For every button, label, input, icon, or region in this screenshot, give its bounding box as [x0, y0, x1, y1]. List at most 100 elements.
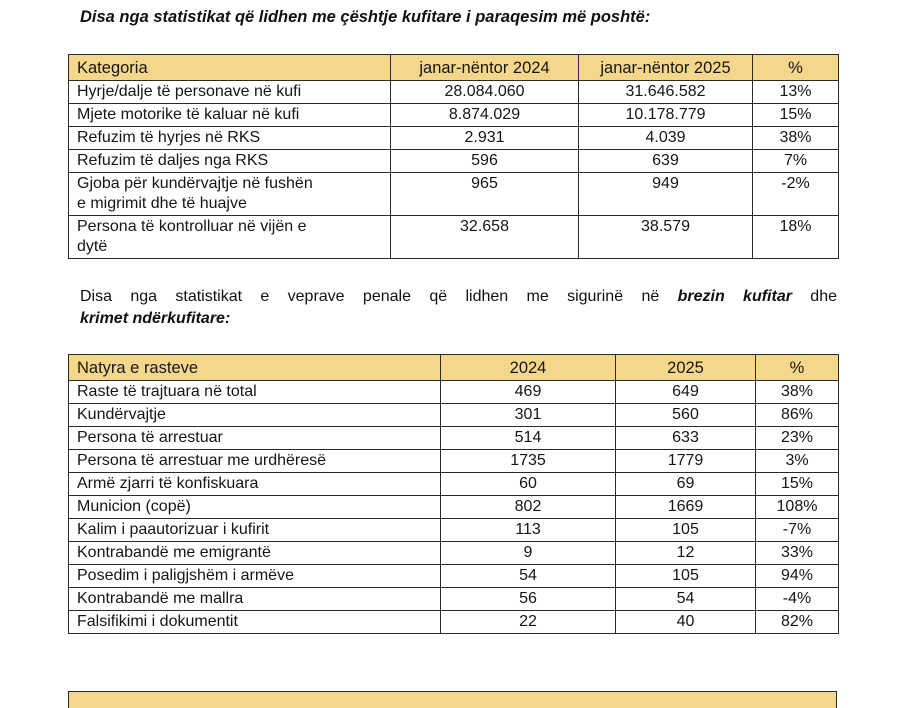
intro2-text-bold-krimet-nderkufitare: krimet ndërkufitare:: [80, 309, 231, 327]
value-cell: 2.931: [390, 126, 579, 150]
value-cell: 105: [615, 564, 756, 588]
table-row: Raste të trajtuara në total 469 649 38%: [68, 380, 839, 404]
category-column-header: Kategoria: [68, 54, 391, 81]
value-cell: -2%: [752, 172, 839, 216]
table-row: Kundërvajtje 301 560 86%: [68, 403, 839, 427]
value-cell: 23%: [755, 426, 839, 450]
category-cell: Refuzim të hyrjes në RKS: [68, 126, 391, 150]
table-row: Persona të arrestuar me urdhëresë 1735 177…: [68, 449, 839, 473]
value-cell: 28.084.060: [390, 80, 579, 104]
table-row: Mjete motorike të kaluar në kufi 8.874.02…: [68, 103, 839, 127]
value-cell: 469: [440, 380, 616, 404]
table-row: Kontrabandë me emigrantë 9 12 33%: [68, 541, 839, 565]
value-cell: 802: [440, 495, 616, 519]
category-cell: Falsifikimi i dokumentit: [68, 610, 441, 634]
value-cell: 301: [440, 403, 616, 427]
value-cell: 596: [390, 149, 579, 173]
value-cell: 38%: [755, 380, 839, 404]
value-cell: 8.874.029: [390, 103, 579, 127]
value-cell: 15%: [755, 472, 839, 496]
category-cell: Kontrabandë me mallra: [68, 587, 441, 611]
header-row: Natyra e rasteve 2024 2025%: [68, 354, 839, 381]
value-cell: 18%: [752, 215, 839, 259]
table-row: Persona të arrestuar 514 633 23%: [68, 426, 839, 450]
table-row: Municion (copë) 802 1669 108%: [68, 495, 839, 519]
header-row: Kategoria janar-nëntor 2024 janar-nëntor 2…: [68, 54, 839, 81]
value-cell: 40: [615, 610, 756, 634]
value-cell: 10.178.779: [578, 103, 753, 127]
table-row: Refuzim të hyrjes në RKS 2.931 4.039 38%: [68, 126, 839, 150]
value-cell: 38.579: [578, 215, 753, 259]
value-cell: 22: [440, 610, 616, 634]
value-cell: 60: [440, 472, 616, 496]
value-cell: 1669: [615, 495, 756, 519]
value-cell: 13%: [752, 80, 839, 104]
category-cell: Armë zjarri të konfiskuara: [68, 472, 441, 496]
value-cell: 1779: [615, 449, 756, 473]
value-cell: 54: [615, 587, 756, 611]
value-cell: 965: [390, 172, 579, 216]
table-row: Hyrje/dalje të personave në kufi 28.084.0…: [68, 80, 839, 104]
table-row: Falsifikimi i dokumentit 22 40 82%: [68, 610, 839, 634]
value-cell: 113: [440, 518, 616, 542]
value-cell: -7%: [755, 518, 839, 542]
value-cell: 649: [615, 380, 756, 404]
value-cell: 31.646.582: [578, 80, 753, 104]
section-heading-border-statistics: Disa nga statistikat që lidhen me çështj…: [80, 8, 651, 26]
table-row: Posedim i paligjshëm i armëve 54 105 94%: [68, 564, 839, 588]
value-cell: 633: [615, 426, 756, 450]
intro2-text-regular: Disa nga statistikat e veprave penale që…: [80, 288, 678, 305]
value-cell: 32.658: [390, 215, 579, 259]
intro2-line2: krimet ndërkufitare:: [80, 308, 837, 330]
table-row: Gjoba për kundërvajtje në fushën e migri…: [68, 172, 839, 216]
value-cell: 38%: [752, 126, 839, 150]
border-statistics-table: Kategoria janar-nëntor 2024 janar-nëntor 2…: [68, 54, 839, 259]
value-cell: 639: [578, 149, 753, 173]
value-cell: 69: [615, 472, 756, 496]
value-cell: 949: [578, 172, 753, 216]
value-cell: 94%: [755, 564, 839, 588]
value-cell: 3%: [755, 449, 839, 473]
section-heading-criminal-offenses: Disa nga statistikat e veprave penale që…: [80, 286, 837, 329]
value-cell: -4%: [755, 587, 839, 611]
value-cell: 82%: [755, 610, 839, 634]
value-column-header: 2025: [615, 354, 756, 381]
value-column-header: janar-nëntor 2024: [390, 54, 579, 81]
criminal-offenses-table: Natyra e rasteve 2024 2025% Raste të trajtu…: [68, 354, 839, 634]
category-cell: Kundërvajtje: [68, 403, 441, 427]
value-cell: 54: [440, 564, 616, 588]
category-cell: Posedim i paligjshëm i armëve: [68, 564, 441, 588]
table-row: Kontrabandë me mallra 56 54 -4%: [68, 587, 839, 611]
category-cell: Persona të arrestuar me urdhëresë: [68, 449, 441, 473]
table-row: Persona të kontrolluar në vijën e dytë 32…: [68, 215, 839, 259]
intro2-text-bold-brezin-kufitar: brezin kufitar: [677, 288, 792, 305]
category-cell: Kalim i paautorizuar i kufirit: [68, 518, 441, 542]
value-cell: 9: [440, 541, 616, 565]
category-cell: Persona të kontrolluar në vijën e dytë: [68, 215, 391, 259]
value-cell: 15%: [752, 103, 839, 127]
value-cell: 33%: [755, 541, 839, 565]
value-cell: 4.039: [578, 126, 753, 150]
category-cell: Refuzim të daljes nga RKS: [68, 149, 391, 173]
value-cell: 105: [615, 518, 756, 542]
intro2-text-dhe: dhe: [791, 288, 837, 305]
intro2-line1: Disa nga statistikat e veprave penale që…: [80, 286, 837, 308]
value-cell: 514: [440, 426, 616, 450]
category-cell: Mjete motorike të kaluar në kufi: [68, 103, 391, 127]
category-cell: Gjoba për kundërvajtje në fushën e migri…: [68, 172, 391, 216]
value-cell: 108%: [755, 495, 839, 519]
table-row: Kalim i paautorizuar i kufirit 113 105 -7%: [68, 518, 839, 542]
value-column-header: %: [752, 54, 839, 81]
category-cell: Raste të trajtuara në total: [68, 380, 441, 404]
value-cell: 56: [440, 587, 616, 611]
value-cell: 86%: [755, 403, 839, 427]
cutoff-next-table-header-bar: [68, 691, 837, 708]
value-column-header: 2024: [440, 354, 616, 381]
category-cell: Municion (copë): [68, 495, 441, 519]
category-cell: Kontrabandë me emigrantë: [68, 541, 441, 565]
value-cell: 7%: [752, 149, 839, 173]
value-column-header: %: [755, 354, 839, 381]
value-cell: 1735: [440, 449, 616, 473]
table-row: Refuzim të daljes nga RKS 596 639 7%: [68, 149, 839, 173]
